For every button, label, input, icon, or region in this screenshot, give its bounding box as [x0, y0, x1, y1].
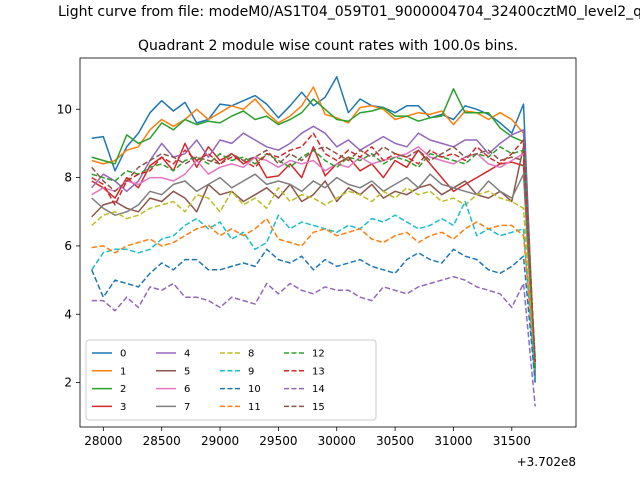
- y-axis: 2 4 6 8 10: [57, 102, 80, 390]
- x-tick-label: 30000: [318, 434, 356, 448]
- y-tick-label: 2: [64, 376, 72, 390]
- legend-label: 0: [120, 349, 126, 360]
- figure-suptitle: Light curve from file: modeM0/AS1T04_059…: [58, 4, 640, 20]
- series-line-15: [91, 146, 536, 359]
- legend-label: 13: [312, 366, 325, 377]
- series-line-7: [91, 173, 536, 380]
- x-tick-label: 29000: [201, 434, 239, 448]
- axes-frame: [79, 57, 577, 428]
- plot-lines: [91, 76, 536, 407]
- y-tick-label: 10: [57, 102, 72, 116]
- legend-label: 9: [248, 366, 254, 377]
- legend-label: 12: [312, 349, 325, 360]
- series-line-11: [91, 217, 536, 363]
- series-line-8: [91, 187, 536, 369]
- legend-label: 8: [248, 349, 254, 360]
- legend-label: 11: [248, 402, 261, 413]
- series-line-2: [91, 88, 536, 369]
- legend-label: 4: [184, 349, 190, 360]
- legend-label: 5: [184, 366, 190, 377]
- series-line-4: [91, 125, 536, 373]
- legend-label: 2: [120, 384, 126, 395]
- y-tick-label: 6: [64, 239, 72, 253]
- y-tick-label: 8: [64, 171, 72, 185]
- x-tick-label: 28500: [143, 434, 181, 448]
- x-axis: 28000 28500 29000 29500 30000 30500 31000 31500: [84, 427, 531, 448]
- series-line-0: [91, 76, 536, 380]
- series-line-9: [91, 200, 536, 383]
- legend-label: 15: [312, 402, 325, 413]
- legend-box: [85, 339, 377, 421]
- legend-label: 6: [184, 384, 190, 395]
- series-line-13: [91, 132, 536, 363]
- series-line-5: [91, 146, 536, 376]
- x-tick-label: 30500: [376, 434, 414, 448]
- series-line-6: [91, 146, 536, 376]
- legend-label: 1: [120, 366, 126, 377]
- legend-label: 7: [184, 402, 190, 413]
- series-line-10: [91, 248, 536, 383]
- x-tick-label: 31500: [493, 434, 531, 448]
- series-line-14: [91, 275, 536, 407]
- x-tick-label: 31000: [434, 434, 472, 448]
- x-offset-text: +3.702e8: [517, 455, 576, 469]
- y-tick-label: 4: [64, 307, 72, 321]
- series-line-1: [91, 86, 536, 366]
- legend-label: 14: [312, 384, 325, 395]
- x-tick-label: 28000: [84, 434, 122, 448]
- series-line-3: [91, 142, 536, 363]
- x-tick-label: 29500: [259, 434, 297, 448]
- legend-label: 10: [248, 384, 261, 395]
- legend-label: 3: [120, 402, 126, 413]
- chart-title: Quadrant 2 module wise count rates with …: [138, 38, 518, 54]
